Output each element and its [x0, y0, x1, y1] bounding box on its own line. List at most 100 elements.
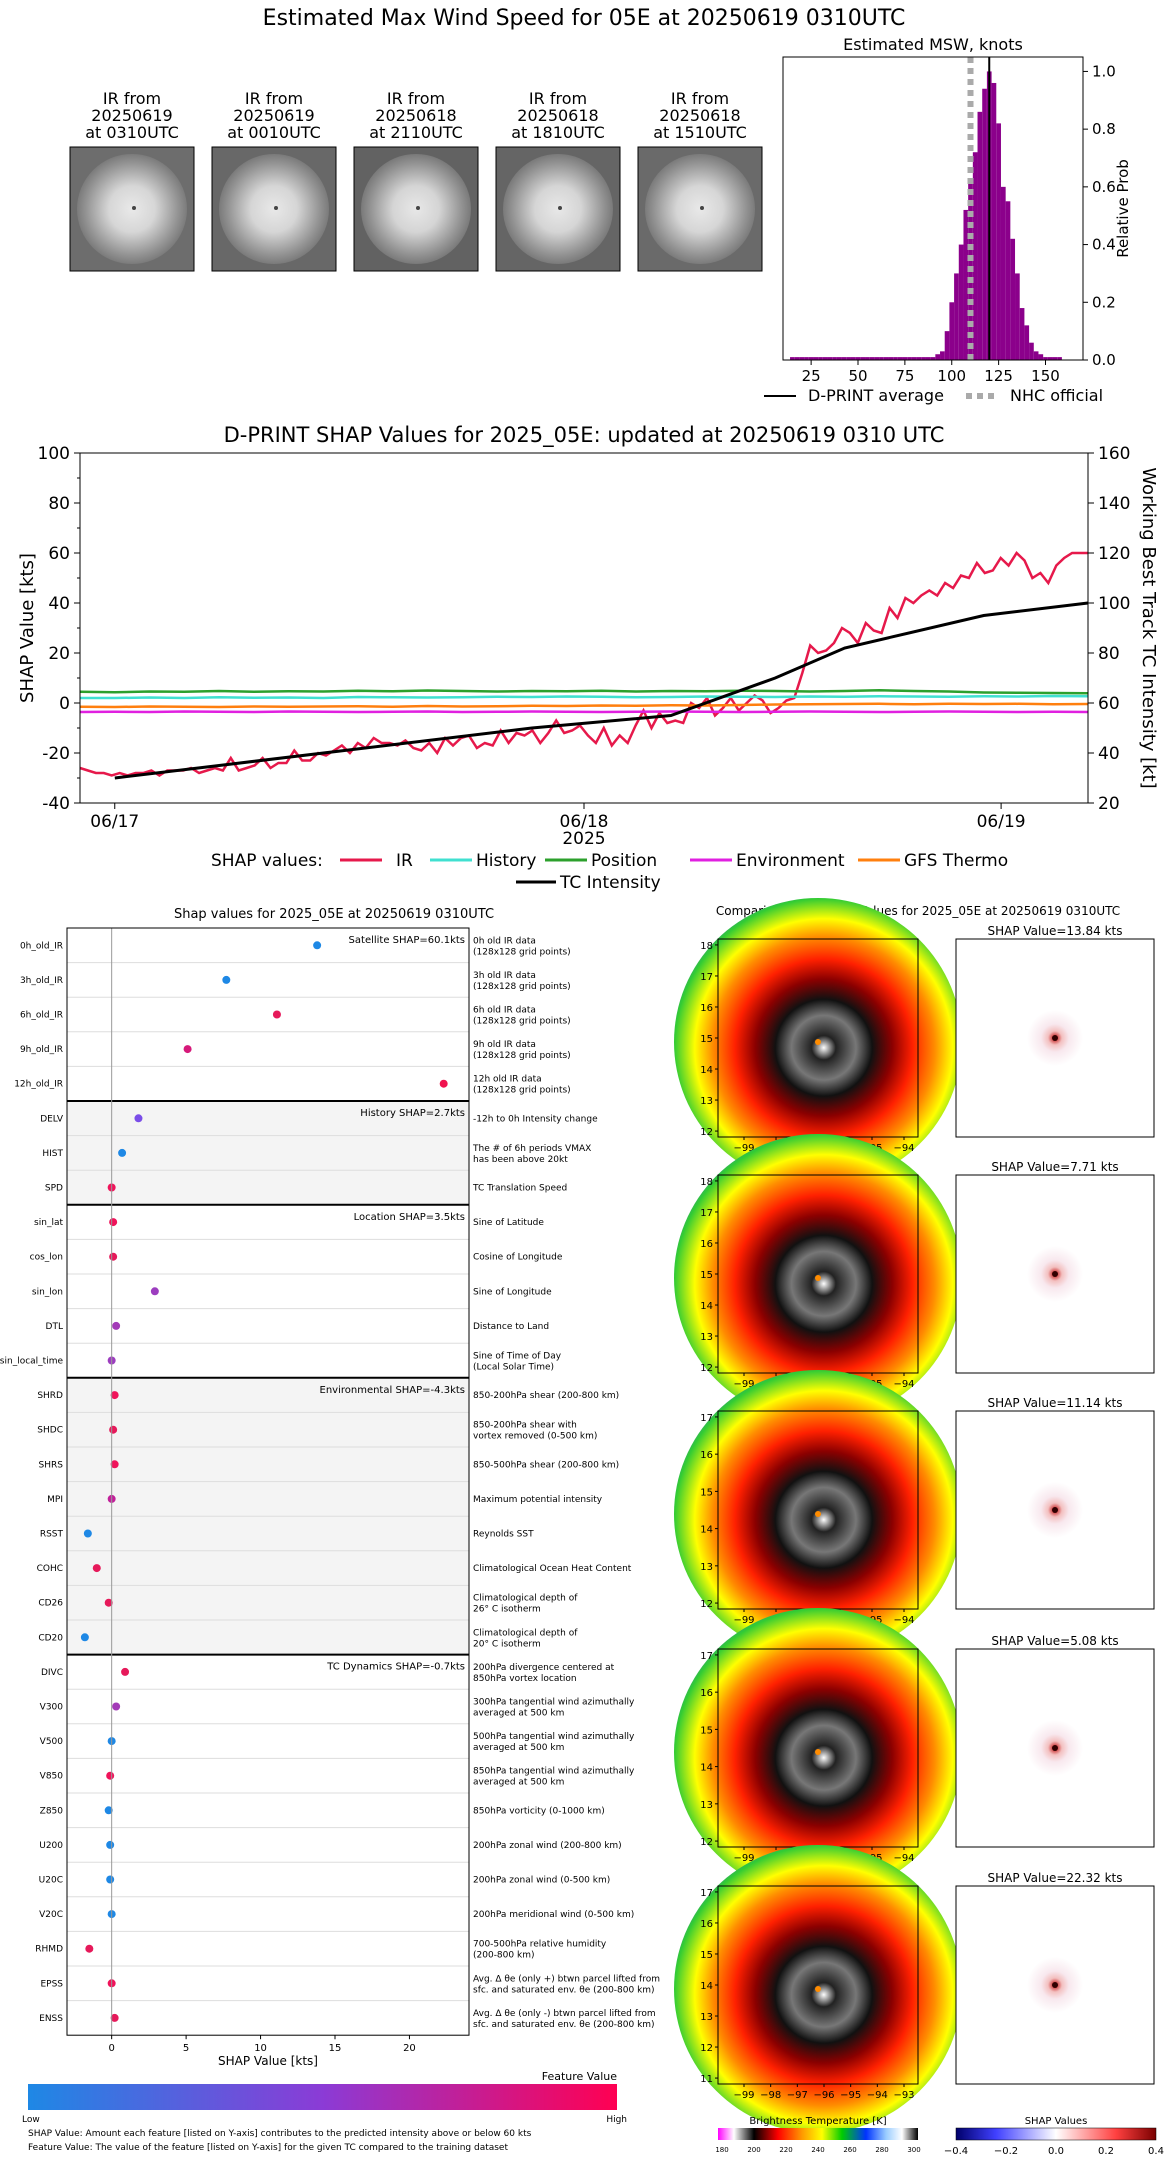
histogram-bar [972, 152, 978, 360]
x-tick-label: 50 [848, 367, 867, 385]
x-tick-label: 15 [329, 2043, 342, 2054]
y-tick-label: 14 [700, 1065, 713, 1076]
thumbnail-label: at 0310UTC [85, 123, 179, 142]
y-tick-label: 17 [700, 1413, 713, 1424]
histogram-bar [897, 357, 903, 360]
feature-description: 12h old IR data [473, 1075, 542, 1085]
y-tick-label: 17 [700, 972, 713, 983]
legend-title: SHAP values: [211, 851, 323, 871]
shap-map-title: SHAP Value=7.71 kts [991, 1160, 1118, 1174]
bt-colorbar-tick: 180 [715, 2146, 728, 2154]
histogram-bar [808, 357, 814, 360]
thumbnail-label: 20250619 [233, 106, 314, 125]
thumbnail-label: IR from [529, 89, 587, 108]
feature-name: sin_lon [32, 1287, 63, 1297]
feature-description: 850hPa vorticity (0-1000 km) [473, 1806, 605, 1816]
y-tick-label: 1.0 [1092, 62, 1116, 80]
feature-description: Climatological depth of [473, 1628, 578, 1638]
shap-colorbar-tick: 0.2 [1098, 2146, 1114, 2157]
y-tick-label: 13 [700, 1096, 713, 1107]
feature-dot [92, 1564, 101, 1573]
feature-description: Sine of Time of Day [473, 1352, 562, 1362]
histogram-bar [893, 357, 898, 360]
x-tick-label: 100 [937, 367, 966, 385]
y-tick-label: 13 [700, 1562, 713, 1573]
thumbnail-label: at 1810UTC [511, 123, 605, 142]
histogram-bar [1052, 357, 1058, 360]
feature-name: SHDC [37, 1426, 63, 1436]
x-tick-label: −94 [893, 1853, 914, 1864]
feature-dot [112, 1702, 121, 1711]
x-axis-label: SHAP Value [kts] [218, 2054, 318, 2068]
feature-dot [106, 1875, 115, 1884]
storm-eye [274, 206, 278, 210]
feature-description: (128x128 grid points) [473, 1017, 571, 1027]
thumbnail-label: 20250618 [517, 106, 598, 125]
histogram-bar [1043, 357, 1048, 360]
group-summary: History SHAP=2.7kts [360, 1108, 465, 1119]
x-tick-label: −94 [893, 1143, 914, 1154]
x-tick-label: 06/19 [977, 812, 1026, 832]
feature-name: cos_lon [30, 1253, 63, 1263]
y-tick-label: 17 [700, 1651, 713, 1662]
y2-tick-label: 40 [1098, 744, 1120, 764]
feature-name: Z850 [40, 1806, 64, 1816]
feature-name: HIST [42, 1149, 63, 1159]
bt-colorbar-tick: 200 [747, 2146, 760, 2154]
legend-label: GFS Thermo [904, 851, 1008, 871]
feature-description: Sine of Longitude [473, 1287, 552, 1297]
x-tick-label: 06/17 [90, 812, 139, 832]
shap-map-frame [955, 1410, 1155, 1610]
histogram-bar [822, 357, 828, 360]
feature-description: Avg. Δ θe (only -) btwn parcel lifted fr… [473, 2009, 656, 2019]
y-tick-label: 0.8 [1092, 120, 1116, 138]
storm-eye [558, 206, 562, 210]
x-tick-label: −94 [867, 2090, 888, 2101]
y-tick-label: 16 [700, 1003, 713, 1014]
x-tick-label: −96 [813, 2090, 834, 2101]
x-axis-label: 2025 [562, 829, 605, 849]
shap-center [1052, 1271, 1058, 1277]
shap-colorbar-tick: 0.0 [1048, 2146, 1064, 2157]
histogram-bar [911, 357, 917, 360]
feature-description: (200-800 km) [473, 1951, 534, 1961]
feature-description: 700-500hPa relative humidity [473, 1940, 607, 1950]
y-axis-label: SHAP Value [kts] [17, 553, 38, 703]
legend-label: Position [591, 851, 657, 871]
feature-dot [183, 1045, 192, 1054]
y-tick-label: 15 [700, 1034, 713, 1045]
x-tick-label: 125 [984, 367, 1013, 385]
feature-description: 850-500hPa shear (200-800 km) [473, 1460, 619, 1470]
legend-label: History [476, 851, 536, 871]
feature-name: 12h_old_IR [14, 1080, 63, 1090]
legend-label: Environment [736, 851, 845, 871]
histogram-bar [921, 357, 926, 360]
histogram-bar [850, 357, 856, 360]
feature-description: Climatological Ocean Heat Content [473, 1564, 632, 1574]
storm-eye [416, 206, 420, 210]
feature-dot [313, 941, 322, 950]
thumbnail-label: IR from [103, 89, 161, 108]
feature-description: -12h to 0h Intensity change [473, 1114, 598, 1124]
y-tick-label: 13 [700, 1800, 713, 1811]
x-tick-label: −98 [760, 2090, 781, 2101]
timeseries-title: D-PRINT SHAP Values for 2025_05E: update… [224, 423, 945, 448]
x-tick-label: 10 [254, 2043, 267, 2054]
panel-title: Shap values for 2025_05E at 20250619 031… [174, 907, 494, 922]
histogram-bar [1005, 201, 1011, 360]
feature-description: Reynolds SST [473, 1530, 534, 1540]
y2-tick-label: 100 [1098, 594, 1130, 614]
group-summary: Location SHAP=3.5kts [354, 1212, 465, 1223]
y-tick-label: 18 [700, 941, 713, 952]
y-tick-label: 12 [700, 1599, 713, 1610]
y-tick-label: 13 [700, 2012, 713, 2023]
footnote: Feature Value: The value of the feature … [28, 2143, 508, 2153]
y-tick-label: 15 [700, 1950, 713, 1961]
x-tick-label: 20 [403, 2043, 416, 2054]
histogram-bar [841, 357, 847, 360]
bt-colorbar-tick: 240 [811, 2146, 824, 2154]
feature-description: (Local Solar Time) [473, 1363, 554, 1373]
shap-center [1052, 1745, 1058, 1751]
x-tick-label: 150 [1031, 367, 1060, 385]
y-tick-label: 14 [700, 1301, 713, 1312]
